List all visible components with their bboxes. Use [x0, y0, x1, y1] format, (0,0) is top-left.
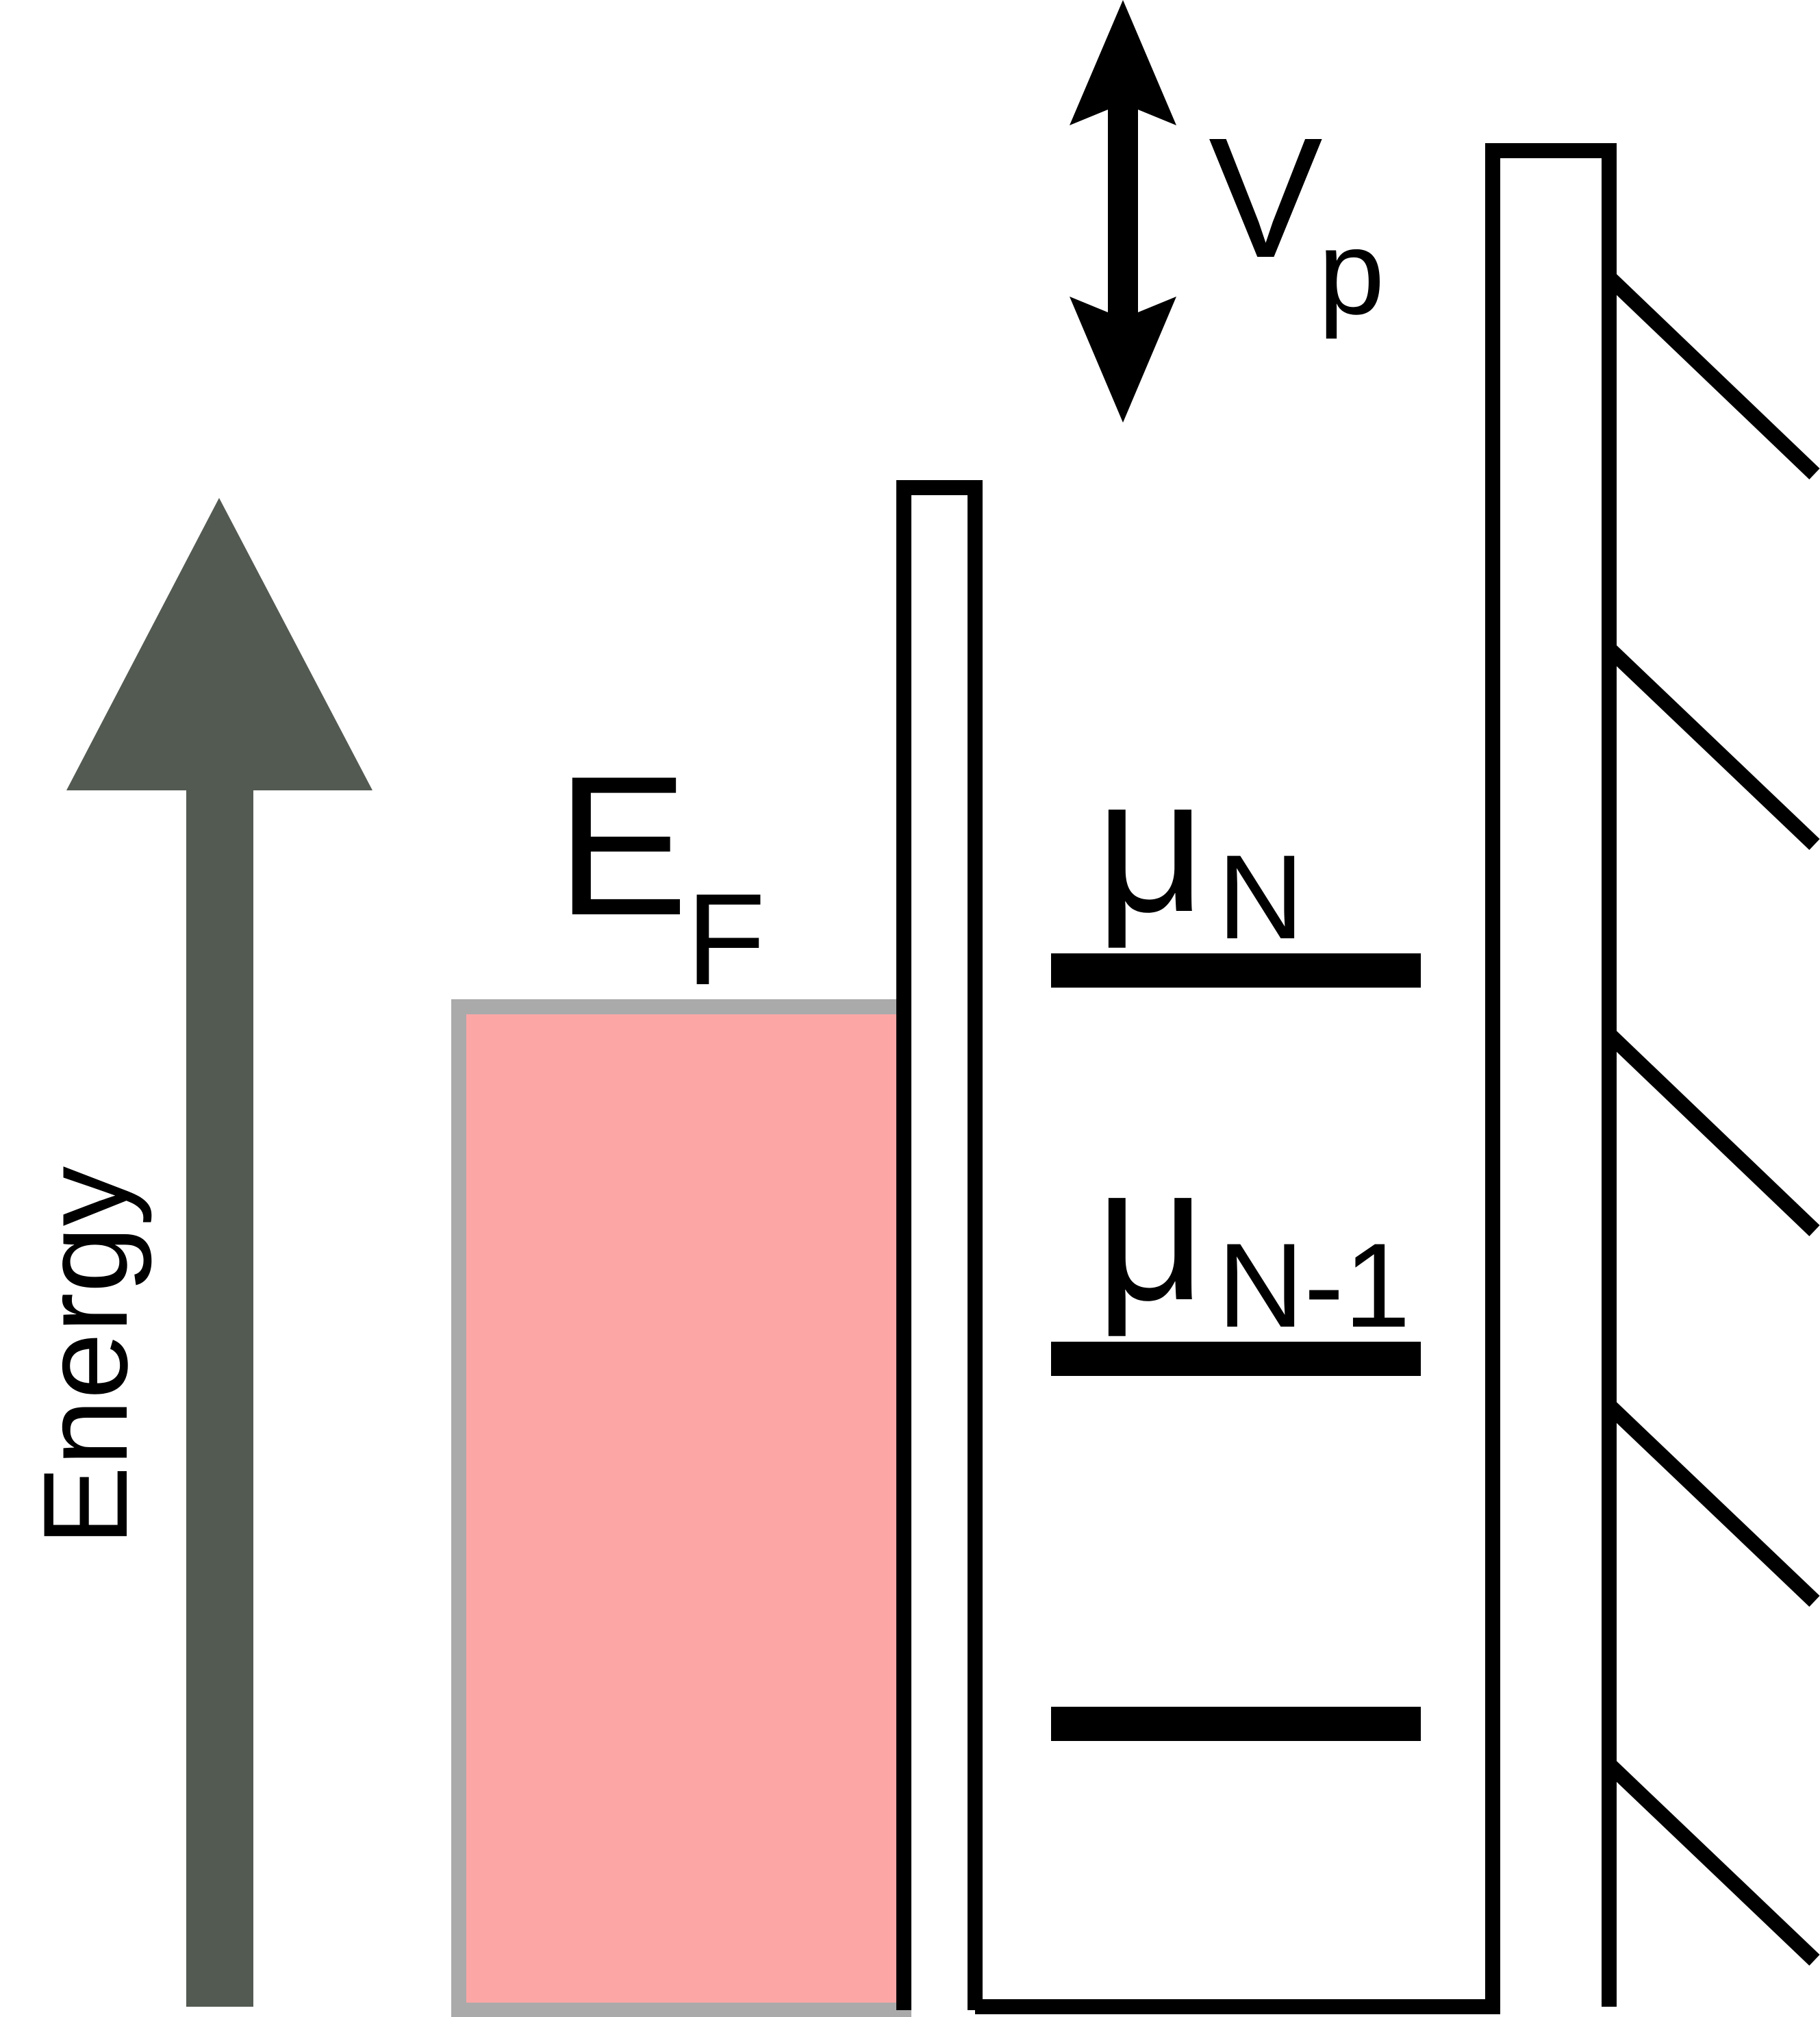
hatch-line	[1604, 1400, 1820, 1607]
level-label-n-minus-1-subscript: N-1	[1217, 1219, 1411, 1353]
energy-level-n-minus-2	[1051, 1707, 1421, 1741]
double-vertical-arrow-icon	[1070, 0, 1176, 423]
hatch-line	[1604, 1029, 1820, 1236]
fermi-sea-lead	[451, 999, 911, 2017]
hatch-line	[1604, 272, 1820, 479]
plunger-voltage-subscript: p	[1318, 206, 1385, 340]
energy-axis-label: Energy	[19, 1166, 153, 1546]
plunger-arrow-head-top	[1070, 0, 1176, 315]
up-arrow-icon	[66, 498, 372, 2007]
level-label-n-main: μ	[1096, 738, 1206, 952]
level-label-n-subscript: N	[1217, 831, 1304, 964]
energy-level-n	[1051, 953, 1421, 988]
plunger-voltage-label: V p	[1209, 102, 1385, 340]
level-label-n-minus-1-main: μ	[1096, 1127, 1206, 1340]
level-label-n: μ N	[1096, 738, 1304, 964]
energy-levels	[1051, 953, 1421, 1741]
plunger-voltage-main: V	[1209, 102, 1323, 293]
lead-fill	[451, 999, 911, 2017]
energy-level-n-minus-1	[1051, 1342, 1421, 1376]
plunger-arrow-head-bottom	[1070, 295, 1176, 423]
level-label-n-minus-1: μ N-1	[1096, 1127, 1411, 1353]
hatch-line	[1604, 643, 1820, 850]
energy-axis: Energy	[19, 498, 372, 2007]
hatch-line	[1604, 1759, 1820, 1966]
fermi-level-label: E F	[556, 735, 766, 1012]
tunnel-barrier	[896, 480, 983, 2010]
fermi-level-subscript: F	[686, 867, 766, 1012]
fermi-level-main: E	[556, 735, 688, 957]
hatch-lines-icon	[1604, 272, 1820, 1966]
